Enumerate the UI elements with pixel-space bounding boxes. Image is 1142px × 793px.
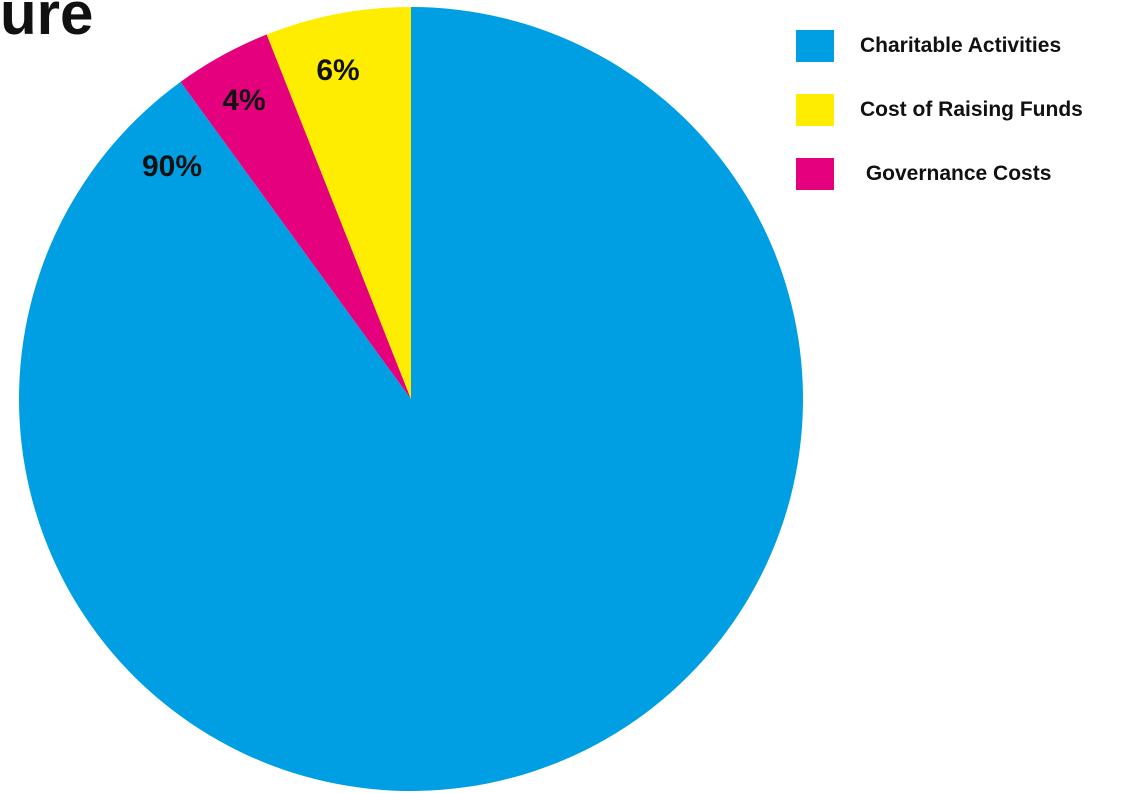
legend-swatch bbox=[796, 30, 834, 62]
legend-swatch bbox=[796, 158, 834, 190]
chart-title-fragment: ure bbox=[0, 0, 94, 47]
legend-item-governance-costs: Governance Costs bbox=[796, 142, 1083, 206]
pie-slice-governance-costs bbox=[180, 34, 411, 399]
legend-label: Charitable Activities bbox=[860, 34, 1062, 57]
legend-swatch bbox=[796, 94, 834, 126]
data-label-governance-costs: 4% bbox=[222, 84, 265, 117]
legend-label: Cost of Raising Funds bbox=[860, 98, 1083, 121]
pie-slice-charitable-activities bbox=[18, 7, 803, 791]
data-label-cost-of-raising-funds: 6% bbox=[316, 54, 359, 87]
legend-item-cost-of-raising-funds: Cost of Raising Funds bbox=[796, 78, 1083, 142]
legend-item-charitable-activities: Charitable Activities bbox=[796, 14, 1083, 78]
legend-label: Governance Costs bbox=[860, 162, 1052, 185]
data-label-charitable-activities: 90% bbox=[142, 150, 202, 183]
pie-slice-cost-of-raising-funds bbox=[266, 7, 411, 399]
legend: Charitable Activities Cost of Raising Fu… bbox=[796, 14, 1083, 206]
